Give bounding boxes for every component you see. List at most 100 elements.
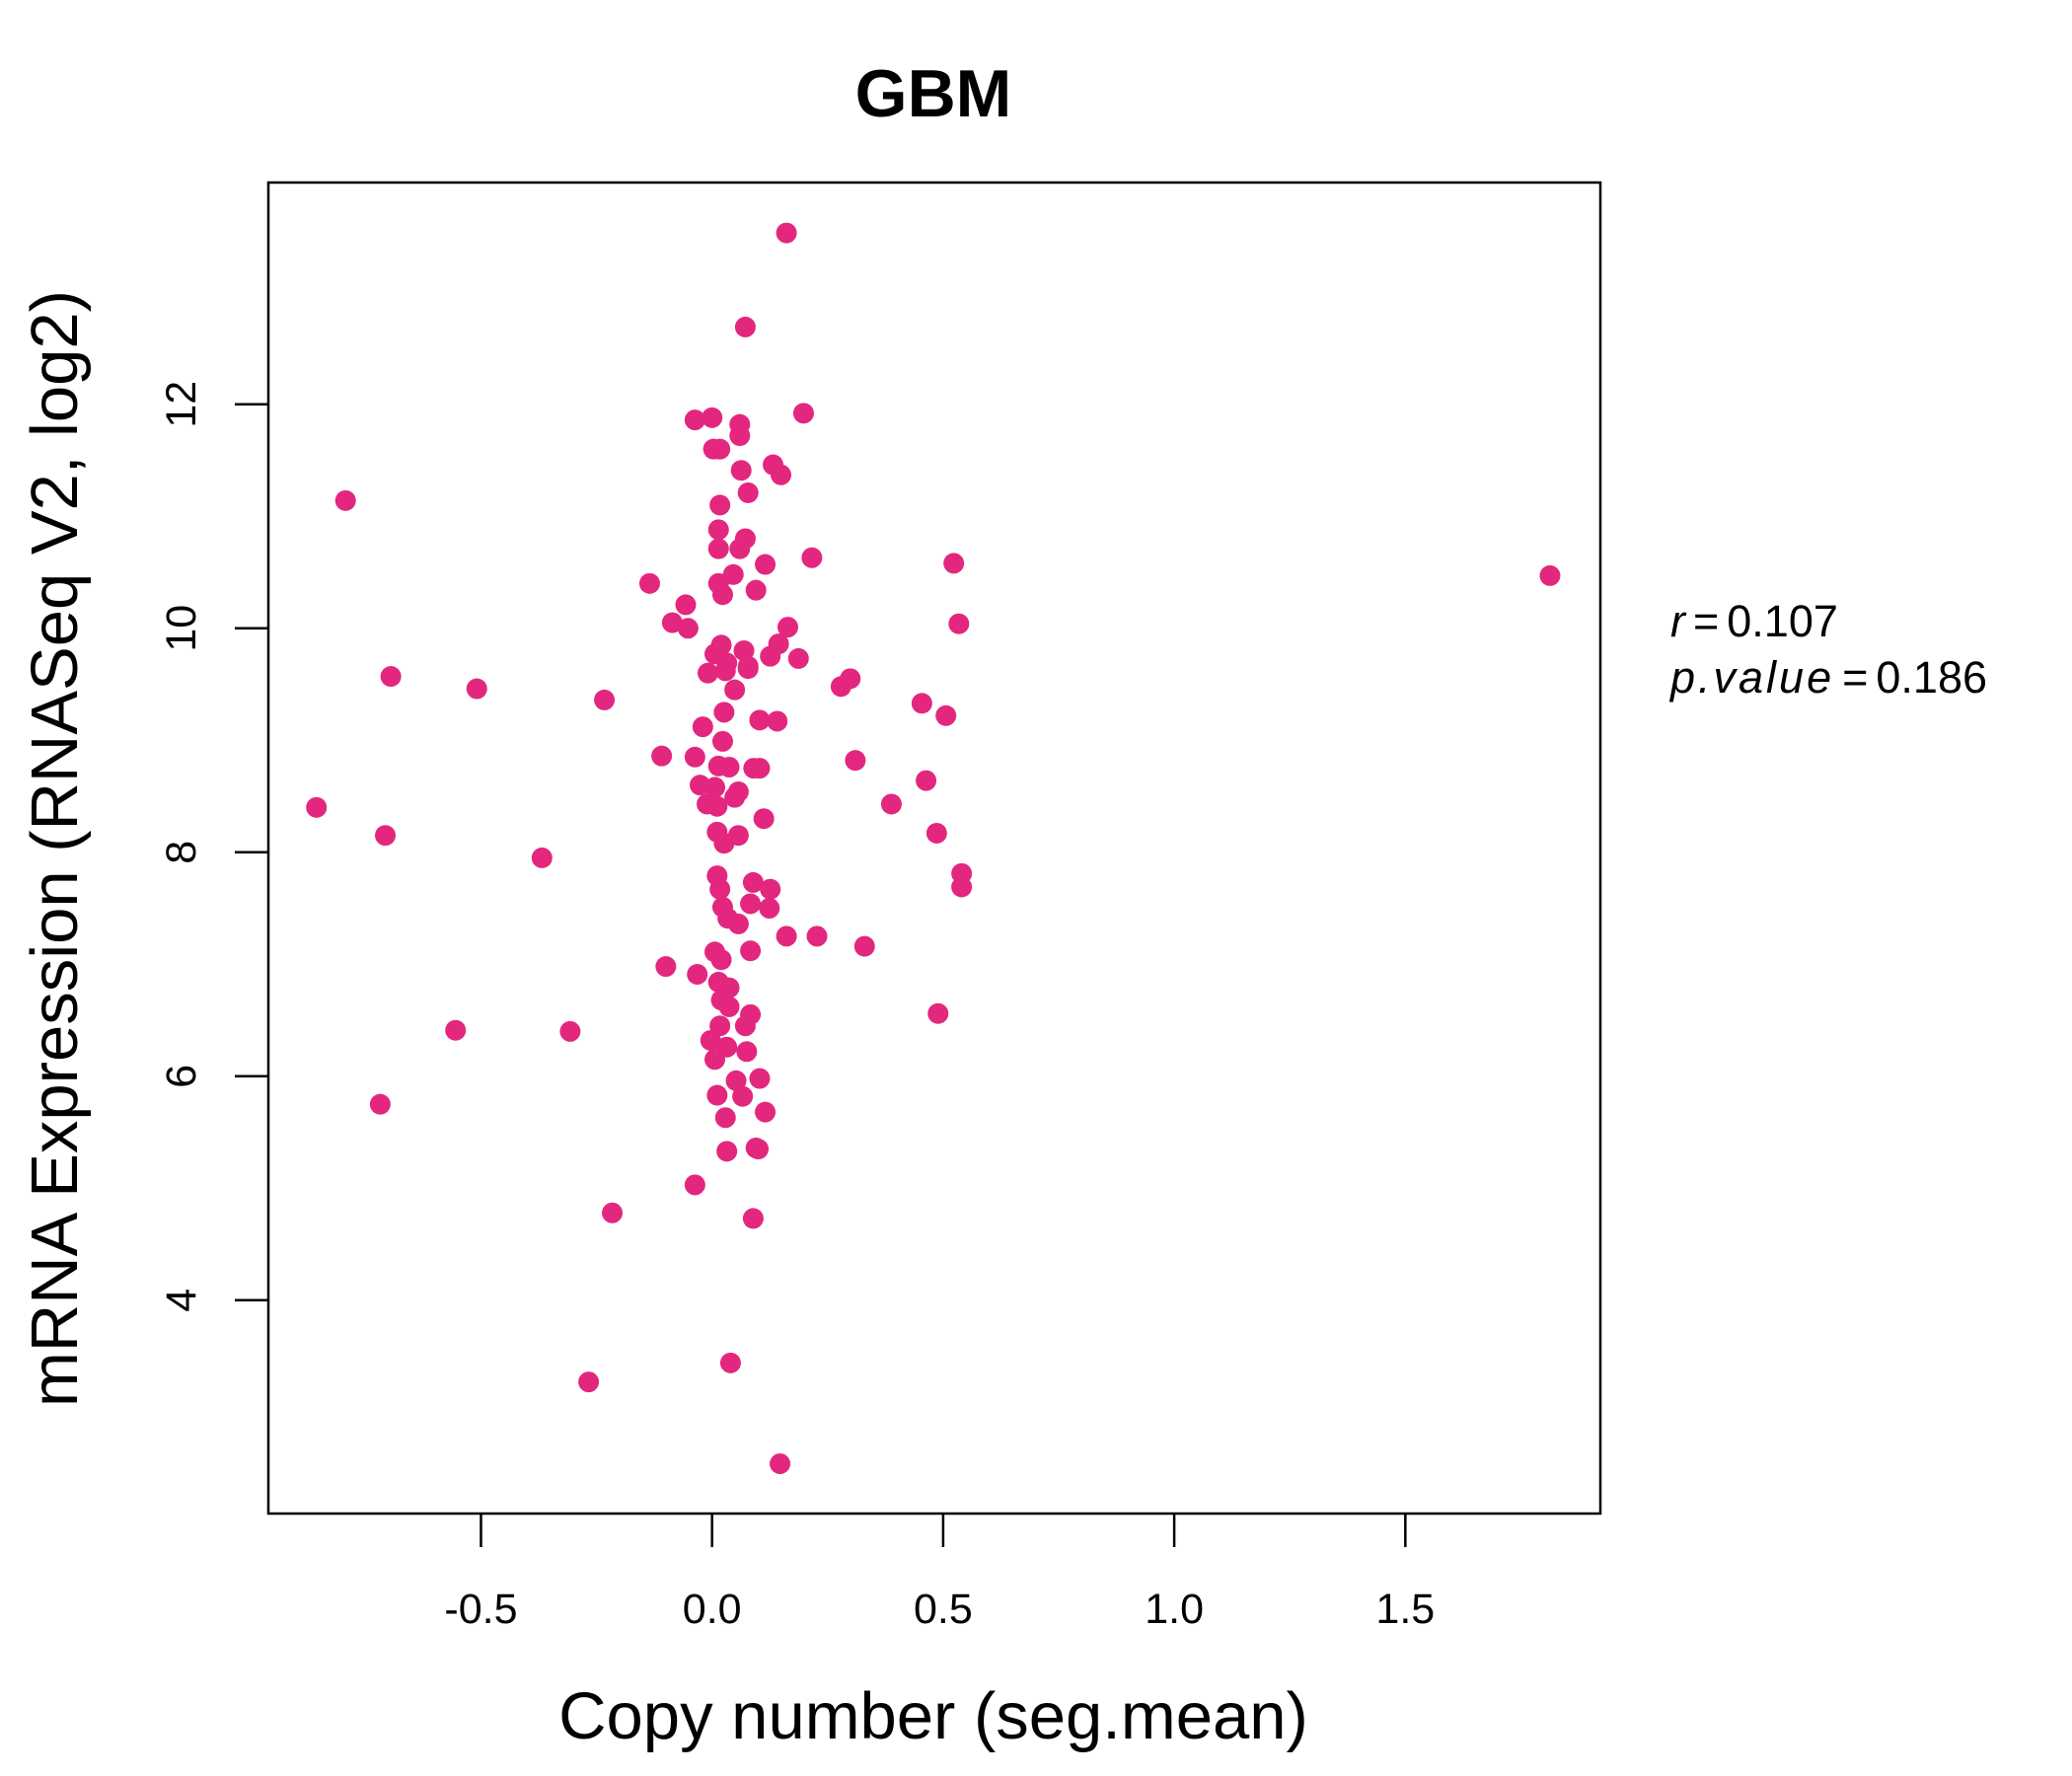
data-point <box>830 676 851 698</box>
data-point <box>943 553 965 574</box>
data-point <box>734 316 756 337</box>
data-point <box>753 808 775 830</box>
x-axis-label: Copy number (seg.mean) <box>558 1679 1308 1753</box>
data-point <box>1539 564 1561 586</box>
data-point <box>602 1202 624 1223</box>
data-points <box>306 222 1561 1474</box>
data-point <box>792 403 814 424</box>
data-point <box>725 1070 747 1091</box>
data-point <box>711 730 733 752</box>
data-point <box>845 750 866 772</box>
data-point <box>380 666 402 688</box>
data-point <box>925 822 947 844</box>
data-point <box>702 407 723 428</box>
data-point <box>759 898 780 920</box>
data-point <box>638 572 660 594</box>
data-point <box>334 489 356 511</box>
data-point <box>661 612 683 633</box>
data-point <box>737 481 759 503</box>
data-point <box>749 1068 771 1089</box>
data-point <box>749 758 771 779</box>
y-tick-label: 8 <box>158 841 205 864</box>
data-point <box>713 702 735 723</box>
data-point <box>719 1352 741 1373</box>
data-point <box>594 689 616 710</box>
data-point <box>709 494 731 516</box>
data-point <box>767 710 788 732</box>
x-tick-label: 0.5 <box>914 1586 973 1633</box>
data-point <box>684 409 705 431</box>
data-point <box>578 1371 600 1393</box>
data-point <box>776 925 797 947</box>
data-point <box>927 1002 949 1024</box>
data-point <box>369 1093 391 1115</box>
data-point <box>697 662 718 684</box>
data-point <box>706 795 728 817</box>
data-point <box>675 594 697 616</box>
data-point <box>559 1020 581 1042</box>
data-point <box>776 222 797 244</box>
data-point <box>711 584 733 606</box>
data-point <box>935 704 957 726</box>
data-point <box>703 777 725 798</box>
data-point <box>713 833 735 854</box>
data-point <box>740 893 762 915</box>
data-point <box>706 1084 728 1106</box>
data-point <box>732 1085 754 1107</box>
data-point <box>718 756 740 777</box>
y-tick-label: 6 <box>158 1065 205 1088</box>
data-point <box>727 913 749 934</box>
data-point <box>707 519 729 541</box>
data-point <box>755 1101 777 1123</box>
r-label: r <box>1670 596 1687 646</box>
data-point <box>951 876 973 898</box>
r-value: 0.107 <box>1727 596 1838 646</box>
data-point <box>742 871 764 893</box>
y-axis-label: mRNA Expression (RNASeq V2, log2) <box>18 290 92 1407</box>
data-point <box>742 1208 764 1229</box>
data-point <box>733 639 755 661</box>
plot-frame <box>266 181 1602 1516</box>
data-point <box>760 645 781 667</box>
data-point <box>724 786 746 808</box>
data-point <box>736 1041 758 1063</box>
data-point <box>853 935 875 957</box>
data-point <box>718 996 740 1017</box>
data-point <box>724 679 746 701</box>
data-point <box>749 709 771 731</box>
data-point <box>709 438 731 460</box>
data-point <box>684 746 705 768</box>
data-point <box>801 547 823 568</box>
data-point <box>787 647 809 669</box>
chart-title: GBM <box>855 56 1012 131</box>
data-point <box>531 847 553 868</box>
data-point <box>677 618 699 639</box>
data-point <box>729 425 751 447</box>
y-tick-label: 12 <box>158 381 205 428</box>
x-tick-label: 1.0 <box>1145 1586 1204 1633</box>
data-point <box>911 693 932 714</box>
data-point <box>737 658 759 680</box>
p-equals: = <box>1842 652 1868 703</box>
data-point <box>880 793 902 815</box>
data-point <box>760 878 781 900</box>
data-point <box>729 538 751 559</box>
data-point <box>703 1049 725 1071</box>
data-point <box>655 956 677 978</box>
y-axis: 4 6 8 10 12 <box>158 381 268 1312</box>
data-point <box>755 554 777 575</box>
data-point <box>684 1174 705 1196</box>
y-tick-label: 10 <box>158 605 205 652</box>
data-point <box>734 1015 756 1037</box>
data-point <box>707 538 729 559</box>
x-tick-label: -0.5 <box>444 1586 517 1633</box>
data-point <box>948 613 970 634</box>
p-label: p.value <box>1668 652 1834 703</box>
data-point <box>730 460 752 481</box>
data-point <box>806 925 828 947</box>
data-point <box>770 1452 791 1474</box>
data-point <box>466 678 487 700</box>
data-point <box>748 1139 770 1160</box>
data-point <box>692 716 713 738</box>
